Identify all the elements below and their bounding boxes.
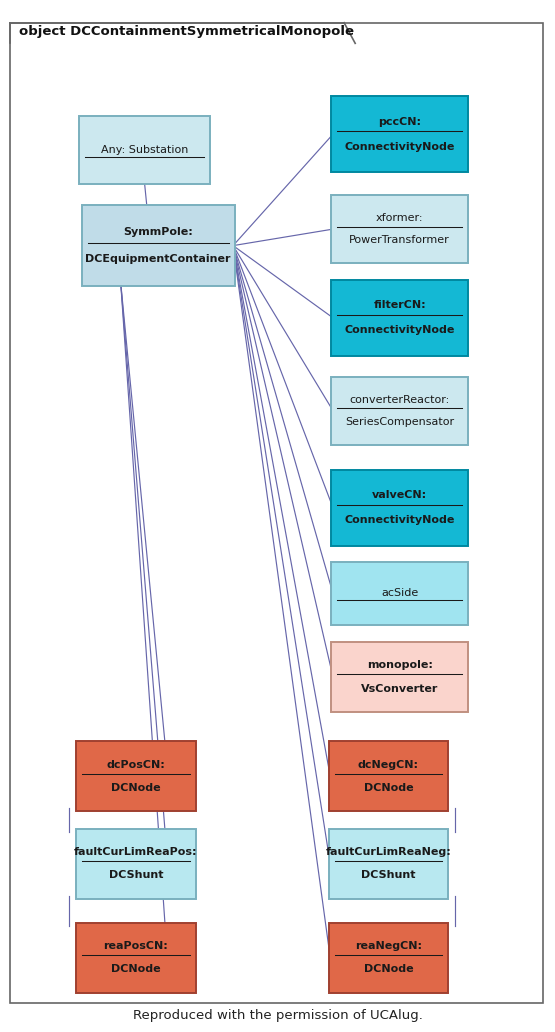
Text: Reproduced with the permission of UCAlug.: Reproduced with the permission of UCAlug… — [133, 1009, 422, 1022]
Text: faultCurLimReaPos:: faultCurLimReaPos: — [74, 847, 198, 858]
FancyBboxPatch shape — [331, 470, 468, 546]
Text: faultCurLimReaNeg:: faultCurLimReaNeg: — [326, 847, 451, 858]
FancyBboxPatch shape — [76, 829, 196, 899]
FancyBboxPatch shape — [331, 561, 468, 625]
Text: DCNode: DCNode — [364, 964, 413, 974]
Text: object DCContainmentSymmetricalMonopole: object DCContainmentSymmetricalMonopole — [19, 26, 355, 38]
Text: SeriesCompensator: SeriesCompensator — [345, 417, 454, 427]
Text: dcNegCN:: dcNegCN: — [358, 760, 419, 770]
Text: DCNode: DCNode — [111, 782, 161, 793]
Text: ConnectivityNode: ConnectivityNode — [345, 515, 455, 525]
FancyBboxPatch shape — [329, 829, 448, 899]
FancyBboxPatch shape — [76, 741, 196, 811]
Text: xformer:: xformer: — [376, 213, 423, 223]
FancyBboxPatch shape — [331, 377, 468, 445]
FancyBboxPatch shape — [331, 642, 468, 712]
FancyBboxPatch shape — [82, 205, 235, 286]
Text: ConnectivityNode: ConnectivityNode — [345, 141, 455, 152]
FancyBboxPatch shape — [329, 741, 448, 811]
Text: DCShunt: DCShunt — [361, 870, 416, 880]
Text: ConnectivityNode: ConnectivityNode — [345, 325, 455, 335]
Text: PowerTransformer: PowerTransformer — [349, 235, 450, 246]
Text: dcPosCN:: dcPosCN: — [107, 760, 165, 770]
Text: reaPosCN:: reaPosCN: — [104, 941, 168, 952]
Text: VsConverter: VsConverter — [361, 683, 438, 694]
FancyBboxPatch shape — [79, 116, 210, 184]
FancyBboxPatch shape — [329, 923, 448, 993]
FancyBboxPatch shape — [331, 96, 468, 172]
Text: pccCN:: pccCN: — [378, 117, 421, 127]
Text: DCNode: DCNode — [364, 782, 413, 793]
FancyBboxPatch shape — [76, 923, 196, 993]
Text: Any: Substation: Any: Substation — [100, 144, 188, 155]
FancyBboxPatch shape — [10, 23, 543, 1003]
Text: DCNode: DCNode — [111, 964, 161, 974]
Text: converterReactor:: converterReactor: — [350, 394, 450, 405]
Text: reaNegCN:: reaNegCN: — [355, 941, 422, 952]
Text: acSide: acSide — [381, 588, 418, 599]
Text: DCEquipmentContainer: DCEquipmentContainer — [85, 254, 231, 264]
Text: SymmPole:: SymmPole: — [123, 227, 193, 237]
FancyBboxPatch shape — [331, 280, 468, 356]
FancyBboxPatch shape — [331, 195, 468, 263]
Text: valveCN:: valveCN: — [372, 490, 427, 501]
Text: DCShunt: DCShunt — [109, 870, 163, 880]
Text: filterCN:: filterCN: — [374, 300, 426, 311]
Text: monopole:: monopole: — [367, 660, 432, 671]
